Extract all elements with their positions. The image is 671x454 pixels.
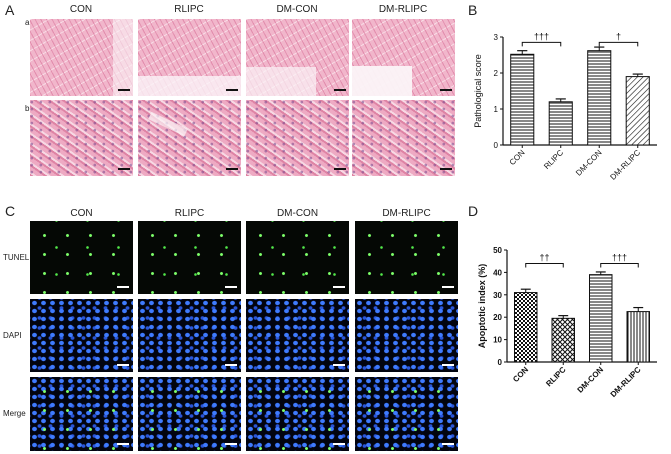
he-col-head-dm-con: DM-CON — [276, 4, 318, 15]
y-tick-label: 0 — [498, 358, 503, 367]
pathological-score-chart: 0 1 2 3 Pathological score CON RLIPC DM-CON DM-R… — [473, 31, 657, 182]
he-image-con-a — [30, 19, 133, 96]
fl-col-head-dm-rlipc: DM-RLIPC — [382, 208, 431, 219]
fl-col-head-con: CON — [70, 208, 93, 219]
he-image-dm-rlipc-a — [352, 19, 455, 96]
he-image-con-b — [30, 100, 133, 176]
tunel-image-con — [30, 221, 133, 294]
x-tick-label: CON — [511, 365, 530, 384]
bar-dm-con — [587, 50, 612, 146]
he-row-label-a: a — [25, 18, 30, 27]
he-image-dm-con-b — [246, 100, 349, 176]
fl-col-head-rlipc: RLIPC — [174, 208, 205, 219]
y-axis-label: Apoptotic index (%) — [477, 264, 487, 349]
fl-row-label-tunel: TUNEL — [3, 253, 30, 262]
panel-letter-a: A — [5, 2, 15, 18]
tunel-image-rlipc — [138, 221, 241, 294]
y-tick-label: 3 — [494, 33, 499, 42]
y-tick-label: 40 — [493, 268, 502, 277]
dapi-image-rlipc — [138, 299, 241, 372]
apoptotic-index-chart: 0 10 20 30 40 50 Apoptotic index (%) CON RLIPC DM… — [477, 246, 657, 399]
y-tick-label: 2 — [494, 69, 499, 78]
x-tick-label: DM-RLIPC — [608, 148, 642, 182]
y-tick-label: 30 — [493, 291, 502, 300]
he-image-dm-rlipc-b — [352, 100, 455, 176]
he-col-head-con: CON — [69, 4, 93, 15]
he-image-rlipc-b — [138, 100, 241, 176]
tunel-image-dm-con — [246, 221, 349, 294]
y-axis-label: Pathological score — [473, 54, 483, 128]
significance-bracket — [598, 41, 639, 47]
fl-col-head-dm-con: DM-CON — [276, 208, 319, 219]
x-tick-label: CON — [508, 148, 527, 167]
he-col-head-dm-rlipc: DM-RLIPC — [378, 4, 428, 15]
he-col-head-rlipc: RLIPC — [174, 4, 204, 15]
bar-dm-rlipc — [625, 76, 650, 146]
tunel-image-dm-rlipc — [355, 221, 458, 294]
x-tick-label: DM-CON — [574, 148, 604, 178]
bar-rlipc — [548, 101, 573, 146]
significance-label: ††† — [534, 31, 549, 41]
panel-letter-c: C — [5, 203, 16, 219]
bar-con — [510, 53, 535, 146]
x-tick-label: DM-CON — [576, 365, 606, 395]
y-tick-label: 0 — [494, 141, 499, 150]
significance-label: ††† — [612, 252, 627, 262]
y-tick-label: 50 — [493, 246, 502, 255]
dapi-image-con — [30, 299, 133, 372]
bar-dm-con — [589, 274, 613, 363]
fl-row-label-merge: Merge — [3, 409, 26, 418]
y-tick-label: 20 — [493, 313, 502, 322]
significance-bracket — [525, 262, 564, 268]
significance-bracket — [600, 262, 639, 268]
fl-row-label-dapi: DAPI — [3, 331, 22, 340]
panel-letter-b: B — [468, 2, 478, 18]
x-tick-label: RLIPC — [544, 365, 567, 388]
he-image-rlipc-a — [138, 19, 241, 96]
x-tick-label: RLIPC — [542, 148, 565, 171]
panel-letter-d: D — [468, 203, 479, 219]
y-tick-label: 10 — [493, 336, 502, 345]
significance-bracket — [521, 41, 562, 47]
bar-dm-rlipc — [626, 311, 650, 363]
he-image-dm-con-a — [246, 19, 349, 96]
y-tick-label: 1 — [494, 105, 499, 114]
he-row-label-b: b — [25, 104, 30, 113]
significance-label: †† — [539, 252, 549, 262]
significance-label: † — [616, 31, 621, 41]
bar-con — [514, 292, 538, 363]
merge-image-con — [30, 377, 133, 451]
merge-image-rlipc — [138, 377, 241, 451]
merge-image-dm-rlipc — [355, 377, 458, 451]
dapi-image-dm-rlipc — [355, 299, 458, 372]
dapi-image-dm-con — [246, 299, 349, 372]
bar-rlipc — [551, 317, 575, 363]
x-tick-label: DM-RLIPC — [609, 365, 643, 399]
merge-image-dm-con — [246, 377, 349, 451]
